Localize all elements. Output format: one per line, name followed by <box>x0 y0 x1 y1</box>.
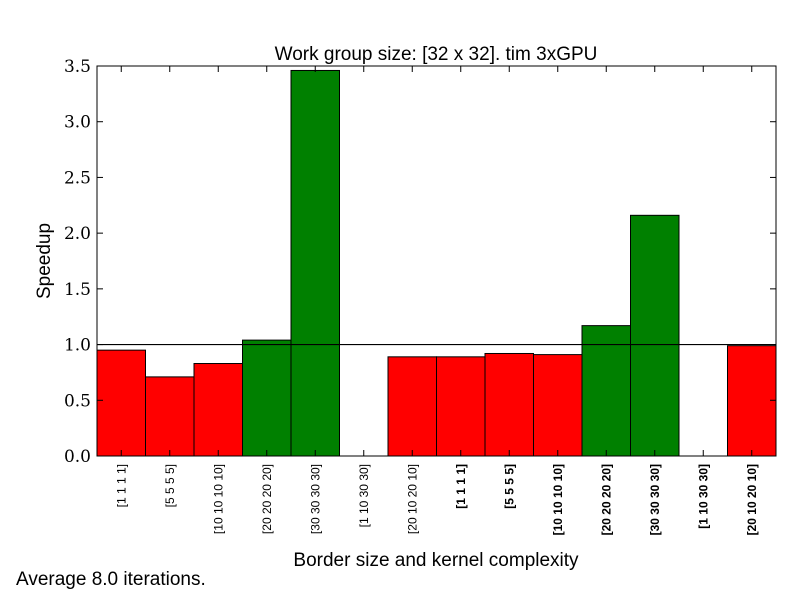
bar-group <box>96 69 777 457</box>
bar <box>96 349 146 457</box>
x-tick-label: [1 10 30 30] <box>696 464 710 529</box>
y-tick-label: 3.5 <box>64 57 91 77</box>
x-tick-label: [20 20 20 20] <box>599 464 613 535</box>
bar <box>436 356 486 457</box>
y-axis: 0.0 0.5 1.0 1.5 2.0 2.5 3.0 3.5 <box>64 57 776 467</box>
x-tick-label: [10 10 10 10] <box>551 464 565 535</box>
x-tick-label: [20 10 20 10] <box>745 464 759 535</box>
bar <box>193 363 243 457</box>
x-tick-label: [1 1 1 1] <box>114 464 128 507</box>
x-tick-label: [20 10 20 10] <box>405 464 419 534</box>
y-tick-label: 1.0 <box>64 336 91 356</box>
chart-title: Work group size: [32 x 32]. tim 3xGPU <box>275 44 598 65</box>
x-tick-label: [5 5 5 5] <box>163 464 177 507</box>
x-tick-label: [10 10 10 10] <box>211 464 225 534</box>
bar <box>387 356 437 457</box>
bar <box>242 339 292 457</box>
y-tick-label: 3.0 <box>64 113 91 133</box>
bar <box>484 352 534 457</box>
bar <box>533 354 583 457</box>
footnote: Average 8.0 iterations. <box>16 569 206 590</box>
y-tick-label: 1.5 <box>64 280 91 300</box>
bar <box>727 345 777 457</box>
plot-frame <box>96 65 777 457</box>
bar <box>630 214 680 457</box>
y-axis-label: Speedup <box>34 223 55 299</box>
bar <box>290 69 340 457</box>
x-tick-label: [1 10 30 30] <box>357 464 371 527</box>
bar <box>581 325 631 457</box>
y-tick-label: 0.0 <box>64 447 91 467</box>
y-tick-label: 0.5 <box>64 391 91 411</box>
bar <box>145 376 195 457</box>
x-axis-label: Border size and kernel complexity <box>293 550 579 571</box>
x-tick-label: [5 5 5 5] <box>502 464 516 509</box>
x-axis: [1 1 1 1] [5 5 5 5] [10 10 10 10] [20 20 20… <box>114 66 759 535</box>
x-tick-label: [20 20 20 20] <box>260 464 274 534</box>
x-tick-label: [30 30 30 30] <box>308 464 322 534</box>
y-tick-label: 2.0 <box>64 224 91 244</box>
x-tick-label: [30 30 30 30] <box>648 464 662 535</box>
y-tick-label: 2.5 <box>64 168 91 188</box>
x-tick-label: [1 1 1 1] <box>454 464 468 509</box>
